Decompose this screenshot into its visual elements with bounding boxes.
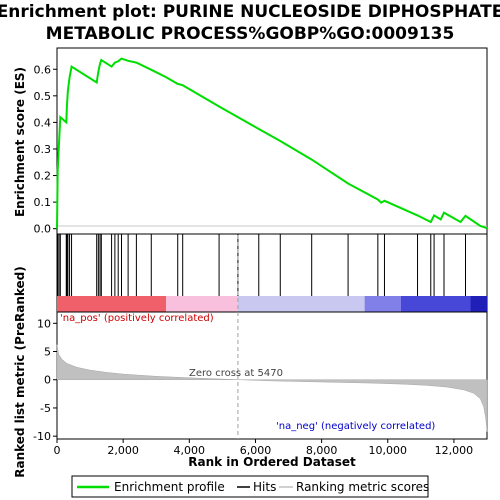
- legend-hits-label: Hits: [253, 480, 276, 494]
- gradient-band: [237, 296, 365, 312]
- rank-y-tick-label: -10: [33, 430, 51, 443]
- es-y-tick-label: 0.6: [34, 63, 52, 76]
- rank-y-tick-label: 5: [44, 346, 51, 359]
- es-panel-frame: [56, 47, 488, 235]
- es-y-tick-label: 0.2: [34, 170, 52, 183]
- gradient-band: [57, 296, 167, 312]
- x-axis: 0 2,000 4,000 6,000 8,000 10,000 12,000: [54, 439, 474, 457]
- x-tick-label: 12,000: [435, 444, 474, 457]
- es-y-axis-title: Enrichment score (ES): [13, 67, 27, 217]
- chart-title-line-1: Enrichment plot: PURINE NUCLEOSIDE DIPHO…: [0, 2, 500, 22]
- es-y-axis: 0.0 0.1 0.2 0.3 0.4 0.5 0.6: [34, 63, 57, 236]
- zero-cross-label: Zero cross at 5470: [189, 368, 283, 379]
- rank-y-axis: -10 -5 0 5 10: [33, 317, 57, 443]
- gradient-band: [364, 296, 401, 312]
- es-y-tick-label: 0.0: [34, 223, 52, 236]
- x-tick-label: 8,000: [306, 444, 338, 457]
- ranking-metric-area: [56, 344, 488, 432]
- rank-y-tick-label: -5: [40, 402, 51, 415]
- x-tick-label: 10,000: [369, 444, 408, 457]
- rank-metric-panel: -10 -5 0 5 10 Zero cross at 5470 'na_pos' (p…: [33, 235, 488, 443]
- rank-y-tick-label: 0: [44, 374, 51, 387]
- legend: Enrichment profile Hits Ranking metric s…: [71, 475, 429, 498]
- gradient-band: [401, 296, 471, 312]
- x-tick-label: 4,000: [174, 444, 206, 457]
- legend-metric-label: Ranking metric scores: [296, 480, 429, 494]
- negative-correlation-label: 'na_neg' (negatively correlated): [276, 421, 435, 432]
- rank-y-tick-label: 10: [37, 317, 51, 330]
- es-y-tick-label: 0.5: [34, 90, 52, 103]
- hit-markers: [57, 234, 466, 296]
- positive-correlation-label: 'na_pos' (positively correlated): [60, 313, 214, 324]
- gradient-band: [470, 296, 487, 312]
- x-tick-label: 2,000: [107, 444, 139, 457]
- x-tick-label: 6,000: [240, 444, 272, 457]
- es-panel: 0.0 0.1 0.2 0.3 0.4 0.5 0.6: [34, 47, 488, 236]
- legend-profile-label: Enrichment profile: [114, 480, 225, 494]
- es-y-tick-label: 0.1: [34, 196, 52, 209]
- es-y-tick-label: 0.4: [34, 116, 52, 129]
- ranking-gradient-bar: [57, 296, 487, 312]
- hits-panel: [56, 233, 488, 313]
- enrichment-profile-line: [56, 57, 488, 230]
- x-axis-title: Rank in Ordered Dataset: [188, 455, 356, 469]
- chart-title-line-2: METABOLIC PROCESS%GOBP%GO:0009135: [46, 24, 455, 44]
- rank-y-axis-title: Ranked list metric (PreRanked): [13, 266, 27, 478]
- gradient-band: [166, 296, 238, 312]
- x-tick-label: 0: [54, 444, 61, 457]
- es-y-tick-label: 0.3: [34, 143, 52, 156]
